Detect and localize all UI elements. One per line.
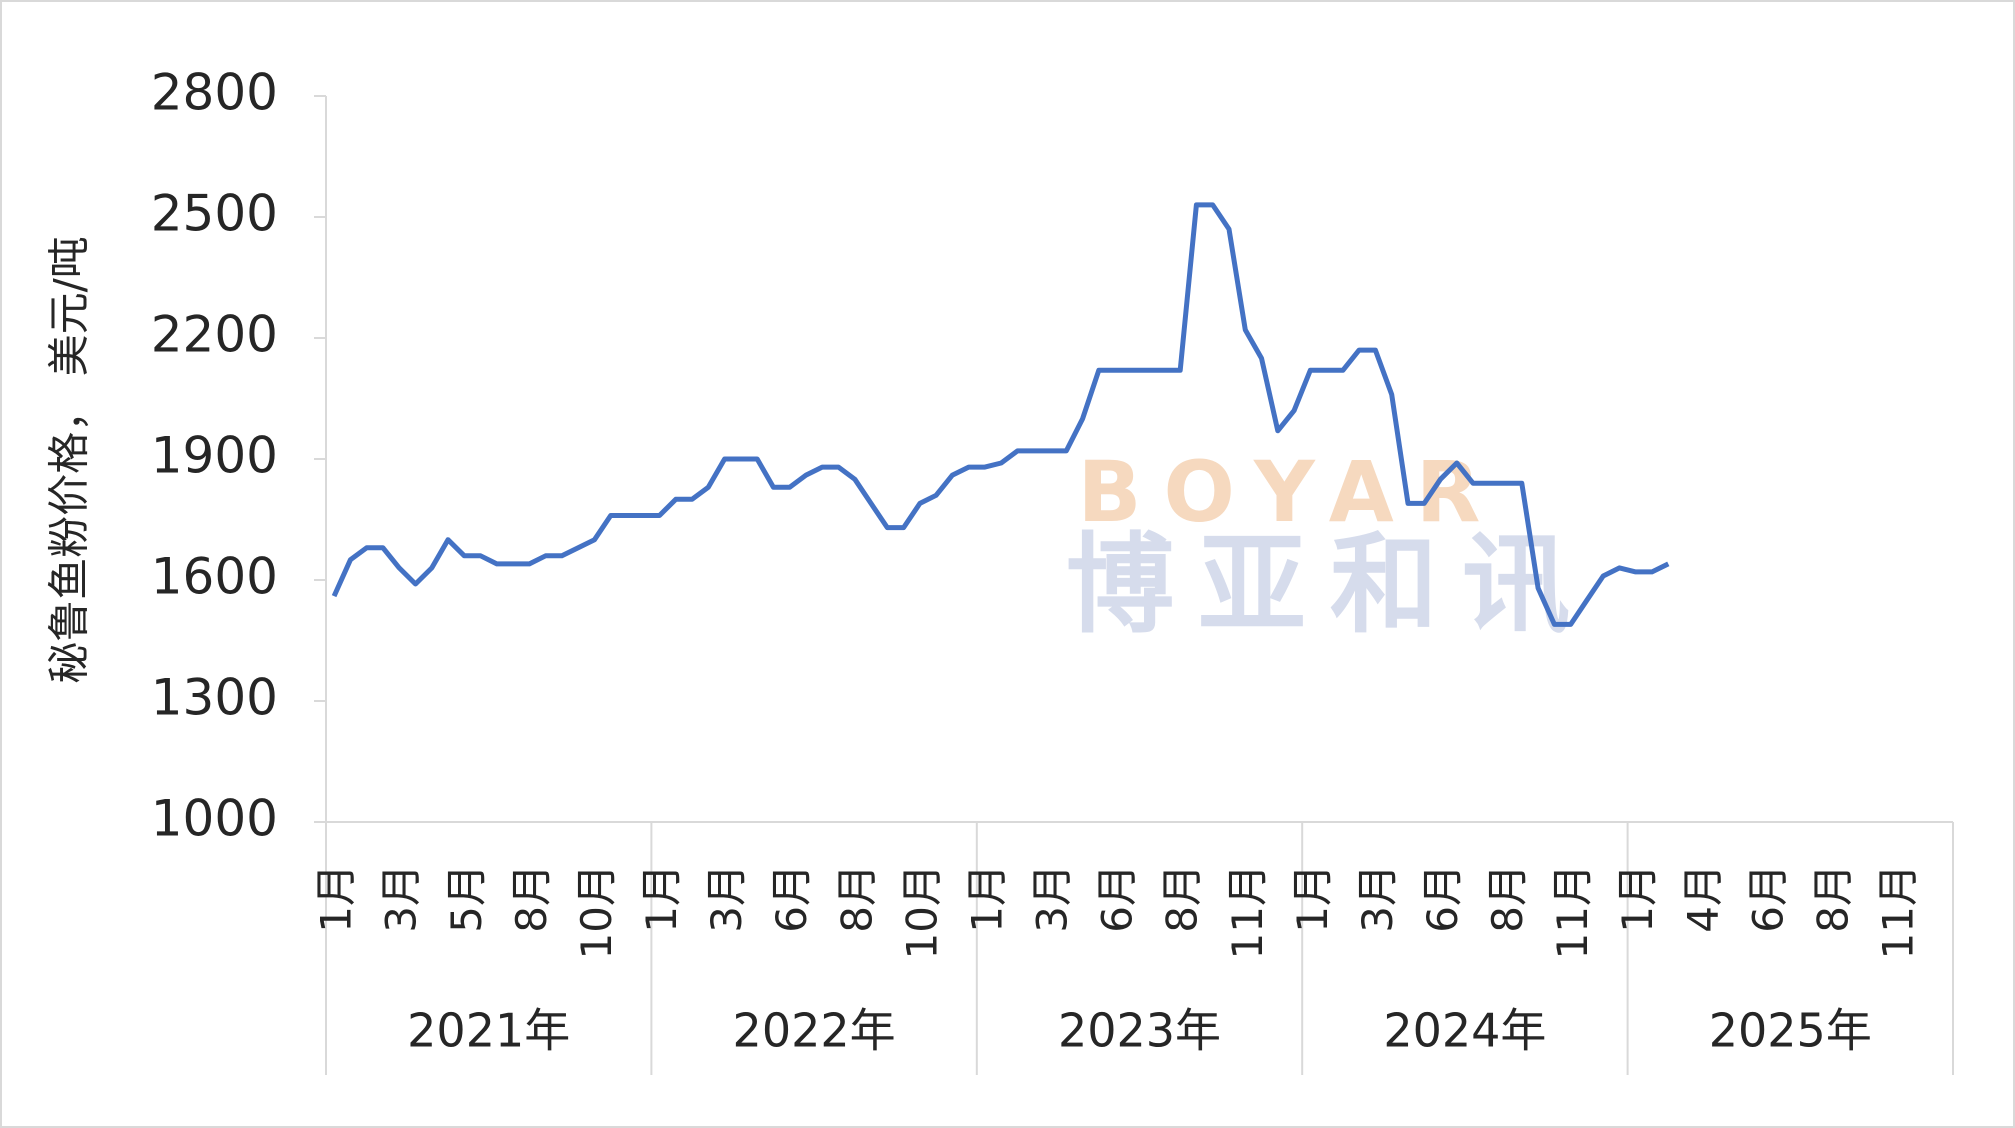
group-label: 2024年 (1383, 1004, 1546, 1058)
x-tick-label: 6月 (1093, 864, 1142, 933)
watermark: BOYAR (1078, 443, 1503, 541)
line-series (331, 202, 1670, 627)
y-tick-label: 1000 (151, 790, 278, 848)
x-tick-label: 3月 (377, 864, 426, 933)
x-tick-label: 6月 (1743, 864, 1792, 933)
x-tick-label: 10月 (572, 864, 621, 959)
y-tick-label: 2500 (151, 185, 278, 243)
x-tick-label: 3月 (1353, 864, 1402, 933)
x-tick-label: 5月 (442, 864, 491, 933)
x-tick-label: 3月 (702, 864, 751, 933)
x-tick-label: 1月 (312, 864, 361, 933)
x-tick-label: 11月 (1548, 864, 1597, 959)
y-tick-label: 1900 (151, 427, 278, 485)
x-tick-label: 11月 (1223, 864, 1272, 959)
y-tick-label: 2200 (151, 306, 278, 364)
x-tick-label: 6月 (767, 864, 816, 933)
x-tick-label: 8月 (1808, 864, 1857, 933)
x-tick-label: 11月 (1874, 864, 1923, 959)
group-label: 2021年 (407, 1004, 570, 1058)
x-tick-label: 1月 (1613, 864, 1662, 933)
x-tick-label: 8月 (832, 864, 881, 933)
x-tick-label: 1月 (962, 864, 1011, 933)
x-tick-label: 1月 (637, 864, 686, 933)
y-tick-label: 1600 (151, 548, 278, 606)
group-label: 2025年 (1709, 1004, 1872, 1058)
group-label: 2022年 (733, 1004, 896, 1058)
x-tick-label: 3月 (1028, 864, 1077, 933)
x-tick-label: 8月 (1483, 864, 1532, 933)
x-tick-label: 8月 (1158, 864, 1207, 933)
y-axis-title: 秘鲁鱼粉价格， 美元/吨 (45, 236, 94, 684)
x-tick-label: 6月 (1418, 864, 1467, 933)
x-tick-label: 1月 (1288, 864, 1337, 933)
y-tick-label: 1300 (151, 669, 278, 727)
x-tick-label: 4月 (1678, 864, 1727, 933)
x-tick-label: 8月 (507, 864, 556, 933)
y-tick-label: 2800 (151, 64, 278, 122)
group-label: 2023年 (1058, 1004, 1221, 1058)
watermark: 博亚和讯 (1066, 523, 1594, 648)
x-tick-label: 10月 (897, 864, 946, 959)
